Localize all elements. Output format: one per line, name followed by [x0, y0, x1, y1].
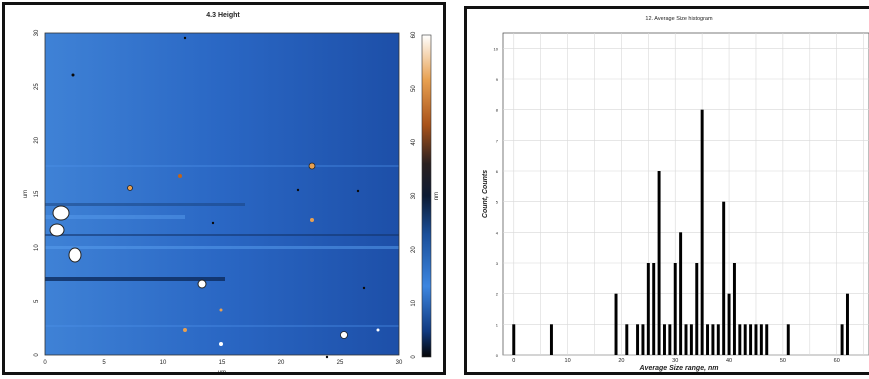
- colorbar-tick: 60: [411, 31, 417, 38]
- histogram-x-tick: 60: [834, 358, 840, 364]
- height-map-y-ticks: 0 5 10 15 20 25 30: [34, 29, 40, 357]
- histogram-y-tick: 7: [496, 138, 499, 143]
- colorbar-tick: 30: [411, 192, 417, 199]
- histogram-bar: [512, 324, 516, 355]
- histogram-bar: [711, 324, 715, 355]
- histogram-bar: [759, 324, 763, 355]
- histogram-x-label: Average Size range, nm: [639, 365, 719, 372]
- colorbar-tick: 50: [411, 85, 417, 92]
- histogram-bar: [684, 324, 688, 355]
- histogram-bar: [738, 324, 742, 355]
- histogram-bar: [695, 263, 699, 355]
- height-map-surface: [45, 33, 399, 355]
- histogram-gridlines: [503, 33, 869, 356]
- histogram-bar: [689, 324, 693, 355]
- height-map-y-tick: 25: [34, 83, 40, 90]
- histogram-bar: [625, 324, 629, 355]
- histogram-chart: 12. Average Size histogram 0 10 20 30 40 50 60…: [482, 16, 869, 372]
- histogram-bar: [549, 324, 553, 355]
- histogram-bar: [716, 324, 720, 355]
- histogram-y-tick: 2: [496, 292, 499, 297]
- histogram-bar: [652, 263, 656, 355]
- height-map-y-tick: 10: [34, 244, 40, 251]
- height-map-y-tick: 15: [34, 190, 40, 197]
- histogram-y-tick: 3: [496, 261, 499, 266]
- histogram-x-tick: 40: [726, 358, 732, 364]
- histogram-plot-area: [502, 32, 869, 356]
- histogram-x-tick: 10: [565, 358, 571, 364]
- histogram-bar: [840, 324, 844, 355]
- histogram-y-tick: 9: [496, 77, 499, 82]
- histogram-x-ticks: 0 10 20 30 40 50 60: [512, 358, 840, 364]
- height-map-x-tick: 25: [337, 360, 344, 366]
- histogram-y-tick: 1: [496, 322, 499, 327]
- height-map-y-tick: 30: [34, 29, 40, 36]
- height-map-chart: 4.3 Height: [23, 12, 440, 372]
- histogram-bar: [765, 324, 769, 355]
- height-map-x-ticks: 0 5 10 15 20 25 30: [43, 360, 403, 366]
- histogram-bar: [743, 324, 747, 355]
- height-map-x-label: um: [218, 370, 226, 372]
- height-map-x-tick: 10: [160, 360, 167, 366]
- height-map-x-tick: 15: [219, 360, 226, 366]
- histogram-bar: [662, 324, 666, 355]
- histogram-bar: [614, 293, 618, 355]
- colorbar-tick: 0: [411, 355, 417, 359]
- histogram-bar: [727, 293, 731, 355]
- histogram-bar: [646, 263, 650, 355]
- histogram-y-tick: 8: [496, 108, 499, 113]
- histogram-bar: [679, 232, 683, 355]
- scan-streaks: [45, 165, 399, 327]
- height-map-x-tick: 5: [102, 360, 106, 366]
- histogram-bars: [512, 109, 849, 356]
- histogram-bar: [706, 324, 710, 355]
- histogram-y-label: Count, Counts: [482, 170, 489, 218]
- histogram-bar: [732, 263, 736, 355]
- colorbar-tick: 20: [411, 246, 417, 253]
- height-map-y-tick: 5: [34, 299, 40, 303]
- histogram-x-tick: 20: [618, 358, 624, 364]
- histogram-bar: [754, 324, 758, 355]
- histogram-x-tick: 0: [512, 358, 515, 364]
- colorbar-ticks: 0 10 20 30 40 50 60: [411, 31, 417, 359]
- histogram-bar: [657, 171, 661, 355]
- histogram-panel: 12. Average Size histogram 0 10 20 30 40 50 60…: [464, 6, 869, 375]
- histogram-bar: [845, 293, 849, 355]
- histogram-y-ticks: 0 1 2 3 4 5 6 7 8 9 10: [494, 46, 499, 358]
- height-map-x-tick: 30: [396, 360, 403, 366]
- histogram-bar: [700, 109, 704, 356]
- height-map-x-tick: 0: [43, 360, 47, 366]
- height-map-panel: 4.3 Height: [2, 2, 446, 375]
- histogram-bar: [636, 324, 640, 355]
- height-map-title: 4.3 Height: [206, 12, 240, 19]
- histogram-x-tick: 30: [672, 358, 678, 364]
- histogram-bar: [641, 324, 645, 355]
- height-map-y-label: um: [23, 190, 29, 198]
- histogram-y-tick: 0: [496, 353, 499, 358]
- histogram-y-tick: 5: [496, 200, 499, 205]
- histogram-bar: [786, 324, 790, 355]
- histogram-title: 12. Average Size histogram: [645, 16, 713, 22]
- histogram-x-tick: 50: [780, 358, 786, 364]
- height-map-y-tick: 20: [34, 136, 40, 143]
- histogram-bar: [749, 324, 753, 355]
- histogram-y-tick: 4: [496, 230, 499, 235]
- height-map-y-tick: 0: [34, 353, 40, 357]
- colorbar-tick: 10: [411, 299, 417, 306]
- colorbar: [421, 34, 432, 358]
- histogram-y-tick: 10: [494, 46, 499, 51]
- histogram-y-tick: 6: [496, 169, 499, 174]
- height-map-x-tick: 20: [278, 360, 285, 366]
- histogram-bar: [722, 201, 726, 355]
- colorbar-tick: 40: [411, 138, 417, 145]
- surface-particles: [49, 36, 380, 359]
- colorbar-label: nm: [434, 192, 440, 200]
- histogram-bar: [668, 324, 672, 355]
- histogram-bar: [673, 263, 677, 355]
